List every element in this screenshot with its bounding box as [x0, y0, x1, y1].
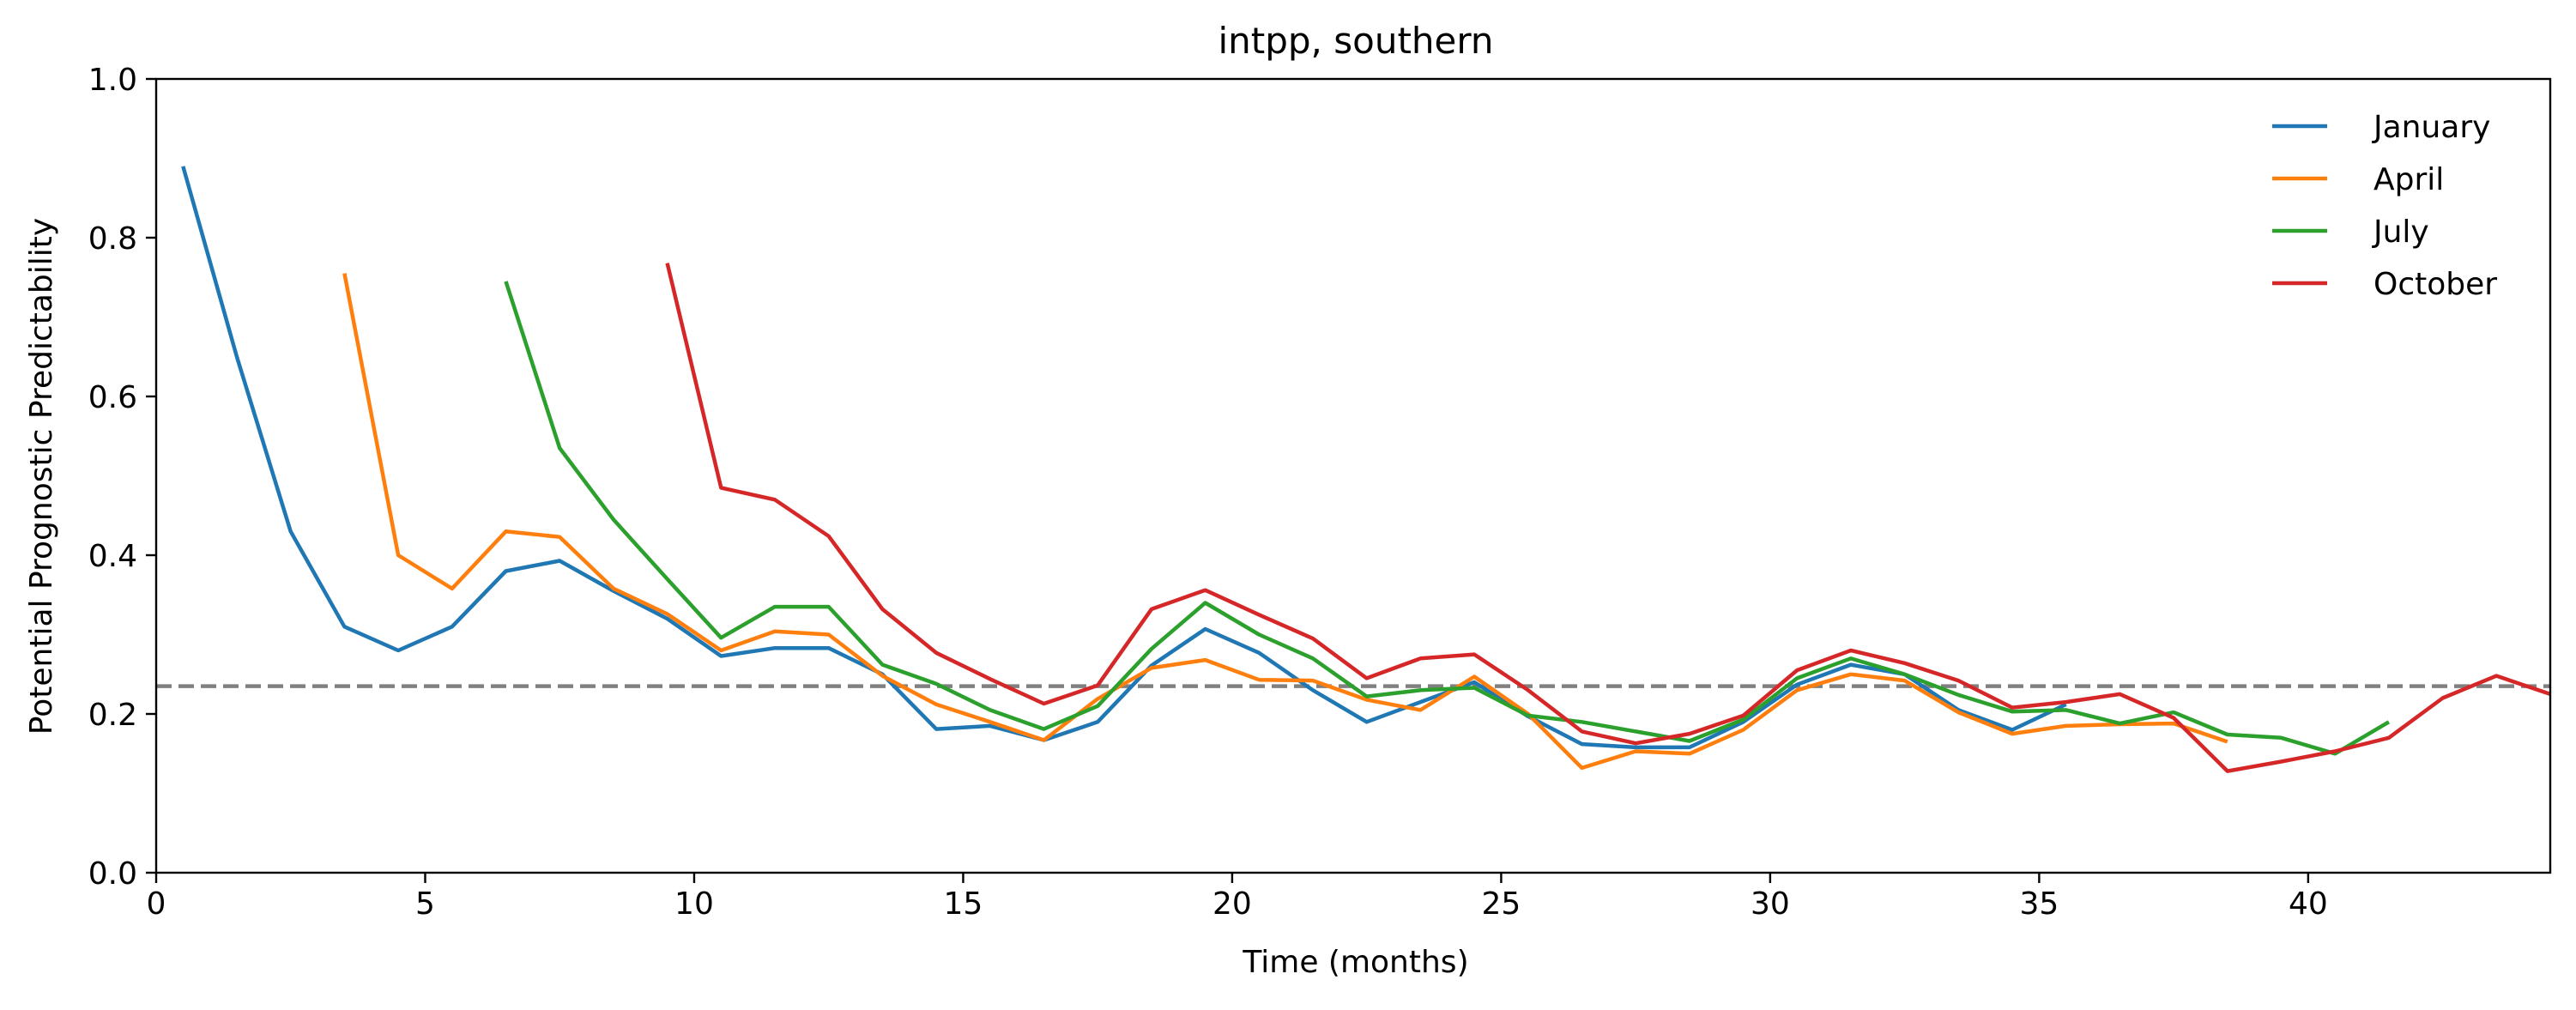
series-line-january: [181, 166, 2067, 750]
x-tick-label: 10: [674, 886, 714, 922]
x-tick-label: 20: [1212, 886, 1252, 922]
x-tick-label: 0: [147, 886, 166, 922]
y-tick-label: 0.4: [88, 539, 137, 574]
legend: January April July October: [2272, 110, 2497, 302]
series-line-april: [342, 273, 2228, 771]
legend-label-january: January: [2372, 110, 2490, 145]
x-tick-label: 40: [2289, 886, 2328, 922]
series-line-october: [665, 263, 2550, 773]
legend-label-october: October: [2373, 267, 2497, 302]
x-tick-label: 25: [1482, 886, 1521, 922]
x-axis: 0 5 10 15 20 25 30 35 40: [147, 873, 2328, 922]
plot-frame: [154, 77, 2552, 874]
x-tick-label: 15: [944, 886, 983, 922]
chart-title: intpp, southern: [1218, 20, 1493, 62]
series-layer: [181, 166, 2550, 773]
y-tick-label: 0.6: [88, 380, 137, 415]
y-tick-label: 0.8: [88, 221, 137, 257]
x-tick-label: 30: [1751, 886, 1790, 922]
series-line-july: [504, 281, 2391, 756]
x-tick-label: 5: [415, 886, 435, 922]
y-tick-label: 0.0: [88, 856, 137, 892]
y-tick-label: 0.2: [88, 698, 137, 733]
y-tick-label: 1.0: [88, 63, 137, 98]
x-axis-label: Time (months): [1242, 945, 1468, 980]
y-axis: 0.0 0.2 0.4 0.6 0.8 1.0: [88, 63, 156, 892]
y-axis-label: Potential Prognostic Predictability: [24, 218, 59, 735]
legend-label-july: July: [2372, 215, 2429, 250]
x-tick-label: 35: [2019, 886, 2059, 922]
legend-label-april: April: [2373, 162, 2444, 197]
